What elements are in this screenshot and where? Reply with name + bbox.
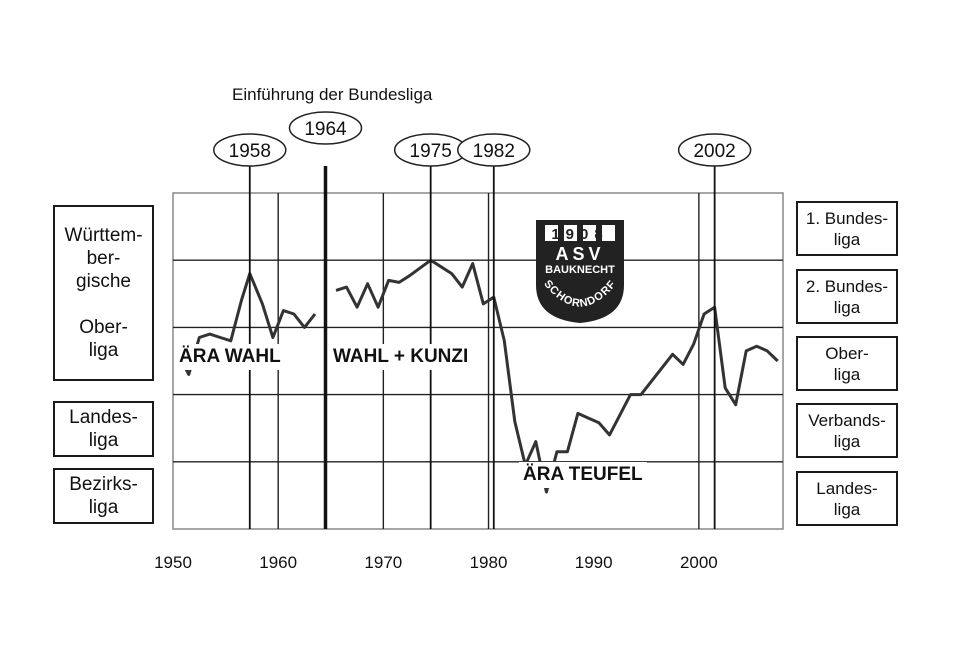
- right-level-2-bundesliga: 2. Bundes- liga: [796, 269, 898, 324]
- x-tick-label: 2000: [680, 553, 718, 572]
- marker-ellipse-2002: [677, 133, 752, 167]
- x-tick-label: 1970: [364, 553, 402, 572]
- marker-labels: 1958 1964 1975 1982 2002: [213, 111, 752, 529]
- x-axis-ticks: 1950 1960 1970 1980 1990 2000: [154, 553, 718, 572]
- marker-year-label: 1982: [473, 141, 515, 162]
- chart-grid: [172, 192, 784, 530]
- league-level-line-segment: [176, 272, 317, 376]
- marker-year-label: 1964: [304, 119, 347, 140]
- x-tick-label: 1960: [259, 553, 297, 572]
- era-label-wahl-kunzi: WAHL + KUNZI: [329, 344, 473, 370]
- left-level-oberliga: Württem- ber- gische Ober- liga: [53, 205, 154, 381]
- league-level-line-segment: [335, 258, 779, 494]
- marker-year-label: 1958: [229, 141, 271, 162]
- logo-year: 1908: [551, 226, 608, 243]
- bundesliga-annotation: Einführung der Bundesliga: [232, 85, 433, 104]
- marker-year-label: 2002: [693, 141, 735, 162]
- right-level-oberliga: Ober- liga: [796, 336, 898, 391]
- marker-ellipse-1964: [288, 111, 363, 145]
- right-level-1-bundesliga: 1. Bundes- liga: [796, 201, 898, 256]
- x-tick-label: 1950: [154, 553, 192, 572]
- era-label-wahl: ÄRA WAHL: [175, 344, 285, 370]
- logo-name: ASV: [555, 244, 604, 264]
- x-tick-label: 1980: [470, 553, 508, 572]
- right-level-verbandsliga: Verbands- liga: [796, 403, 898, 458]
- x-tick-label: 1990: [575, 553, 613, 572]
- marker-ellipse-1982: [457, 133, 531, 167]
- series-line-group: [176, 258, 779, 494]
- marker-year-label: 1975: [410, 141, 452, 162]
- club-logo: 1908 ASV BAUKNECHT SCHORNDORF: [536, 220, 624, 324]
- left-level-bezirksliga: Bezirks- liga: [53, 468, 154, 524]
- left-level-landesliga: Landes- liga: [53, 401, 154, 457]
- plot-frame: [172, 192, 784, 530]
- marker-ellipse-1958: [213, 133, 287, 167]
- era-label-teufel: ÄRA TEUFEL: [519, 462, 647, 488]
- logo-line1: BAUKNECHT: [545, 264, 615, 276]
- right-level-landesliga: Landes- liga: [796, 471, 898, 526]
